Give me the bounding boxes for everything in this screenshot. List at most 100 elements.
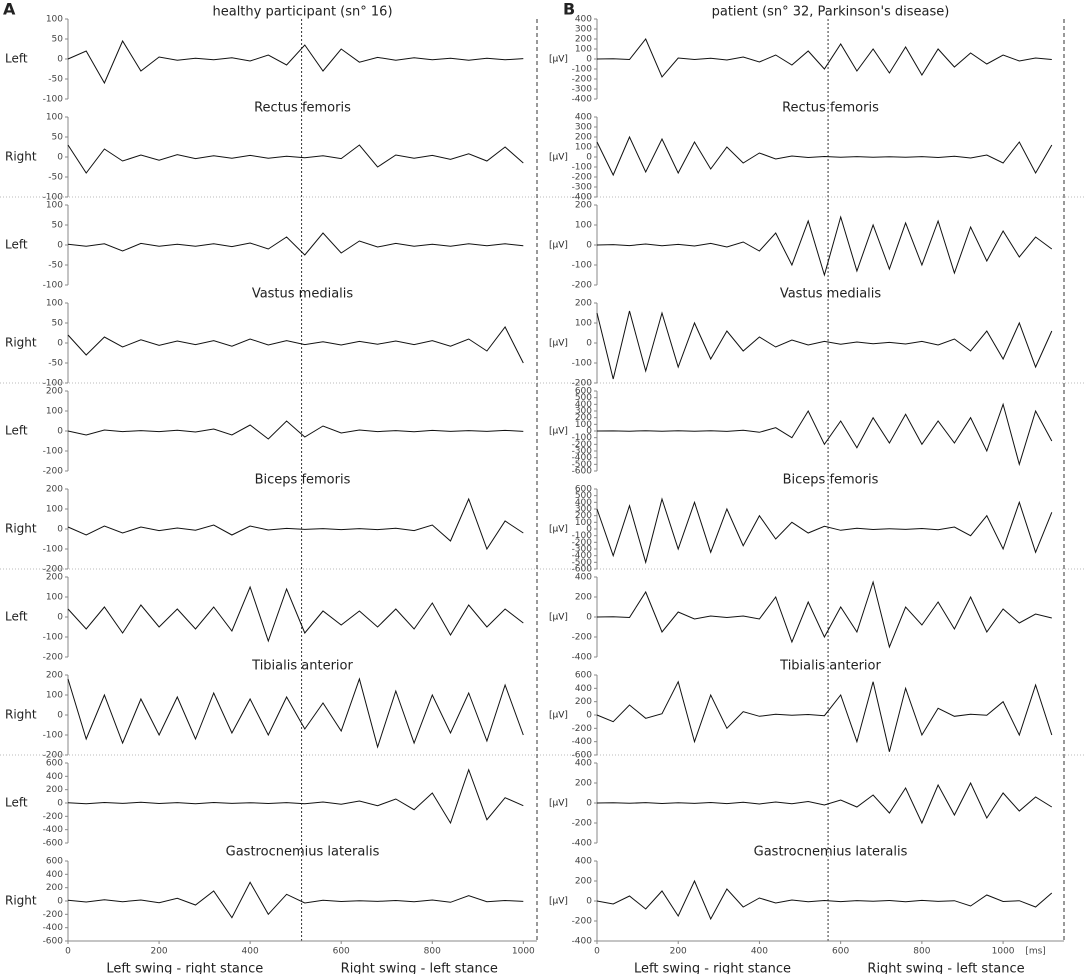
y-tick-label: -200 (572, 724, 593, 734)
y-tick-label: 100 (46, 691, 63, 701)
row-label: [µV] (549, 339, 568, 349)
row-label: Left (5, 238, 28, 252)
y-tick-label: 100 (575, 319, 592, 329)
y-tick-label: 50 (52, 319, 64, 329)
y-tick-label: 0 (57, 897, 63, 907)
y-tick-label: -600 (43, 937, 64, 947)
y-tick-label: -100 (572, 433, 593, 443)
y-tick-label: 0 (586, 613, 592, 623)
y-tick-label: 500 (575, 491, 592, 501)
y-tick-label: 100 (575, 143, 592, 153)
y-tick-label: 0 (586, 799, 592, 809)
y-tick-label: 50 (52, 221, 64, 231)
x-tick-label: 1000 (992, 947, 1015, 957)
row-label: Right (5, 336, 37, 350)
muscle-name: Biceps femoris (255, 473, 351, 488)
y-tick-label: 200 (46, 573, 63, 583)
y-tick-label: 0 (586, 55, 592, 65)
row-label: Right (5, 522, 37, 536)
x-tick-label: 0 (65, 947, 71, 957)
y-tick-label: -100 (43, 545, 64, 555)
emg-trace (596, 402, 1053, 467)
phase-label: Left swing - right stance (106, 962, 263, 974)
phase-label: Left swing - right stance (634, 962, 791, 974)
row-label: Right (5, 708, 37, 722)
y-tick-label: 200 (46, 387, 63, 397)
emg-trace (596, 38, 1052, 78)
y-tick-label: 200 (575, 779, 592, 789)
row-label: [µV] (549, 525, 568, 535)
emg-trace (67, 144, 524, 174)
y-tick-label: -200 (43, 467, 64, 477)
y-tick-label: -100 (43, 281, 64, 291)
row-label: [µV] (549, 613, 568, 623)
y-tick-label: -200 (43, 910, 64, 920)
y-tick-label: -100 (572, 65, 593, 75)
y-tick-label: 300 (575, 123, 592, 133)
muscle-name: Vastus medialis (780, 287, 882, 302)
muscle-name: Tibialis anterior (251, 659, 353, 674)
y-tick-label: 400 (575, 759, 592, 769)
y-tick-label: 100 (46, 113, 63, 123)
y-tick-label: -200 (43, 653, 64, 663)
y-tick-label: -200 (572, 440, 593, 450)
y-tick-label: 100 (46, 593, 63, 603)
emg-trace (67, 768, 524, 825)
y-tick-label: 50 (52, 133, 64, 143)
y-tick-label: 100 (575, 221, 592, 231)
y-tick-label: -400 (572, 653, 593, 663)
x-tick-label: 0 (594, 947, 600, 957)
y-tick-label: -200 (43, 751, 64, 761)
y-tick-label: 100 (46, 407, 63, 417)
y-tick-label: -100 (43, 379, 64, 389)
panel-title: patient (sn° 32, Parkinson's disease) (712, 5, 950, 20)
y-tick-label: 200 (575, 877, 592, 887)
y-tick-label: 0 (586, 525, 592, 535)
y-tick-label: 200 (575, 201, 592, 211)
y-tick-label: 200 (46, 485, 63, 495)
row-label: Left (5, 424, 28, 438)
y-tick-label: 500 (575, 393, 592, 403)
emg-trace (67, 585, 524, 643)
row-label: Right (5, 894, 37, 908)
row-label: [µV] (549, 153, 568, 163)
y-tick-label: 400 (575, 684, 592, 694)
y-tick-label: 0 (586, 711, 592, 721)
y-tick-label: 0 (57, 613, 63, 623)
y-tick-label: -100 (43, 193, 64, 203)
y-tick-label: 200 (575, 299, 592, 309)
y-tick-label: -200 (572, 633, 593, 643)
y-tick-label: 200 (575, 413, 592, 423)
y-tick-label: 100 (46, 299, 63, 309)
emg-trace (596, 680, 1053, 752)
phase-label: Right swing - left stance (341, 962, 498, 974)
emg-trace (596, 135, 1053, 177)
y-tick-label: -100 (43, 95, 64, 105)
y-tick-label: -100 (572, 531, 593, 541)
y-tick-label: 100 (46, 505, 63, 515)
y-tick-label: -200 (572, 281, 593, 291)
y-tick-label: -100 (572, 163, 593, 173)
y-tick-label: 100 (575, 45, 592, 55)
emg-trace (596, 215, 1053, 277)
y-tick-label: -400 (572, 737, 593, 747)
y-tick-label: -200 (43, 812, 64, 822)
y-tick-label: 300 (575, 25, 592, 35)
x-tick-label: 600 (333, 947, 350, 957)
emg-trace (67, 497, 524, 551)
y-tick-label: 0 (57, 55, 63, 65)
phase-label: Right swing - left stance (867, 962, 1024, 974)
y-tick-label: 0 (57, 153, 63, 163)
y-tick-label: 400 (575, 113, 592, 123)
y-tick-label: -50 (48, 75, 63, 85)
y-tick-label: -200 (43, 565, 64, 575)
y-tick-label: 200 (46, 671, 63, 681)
y-tick-label: 200 (46, 883, 63, 893)
y-tick-label: 400 (575, 15, 592, 25)
y-tick-label: 400 (575, 573, 592, 583)
y-tick-label: -100 (43, 447, 64, 457)
x-tick-label: 200 (670, 947, 687, 957)
panel-letter: A (3, 0, 16, 19)
emg-trace (67, 677, 524, 749)
